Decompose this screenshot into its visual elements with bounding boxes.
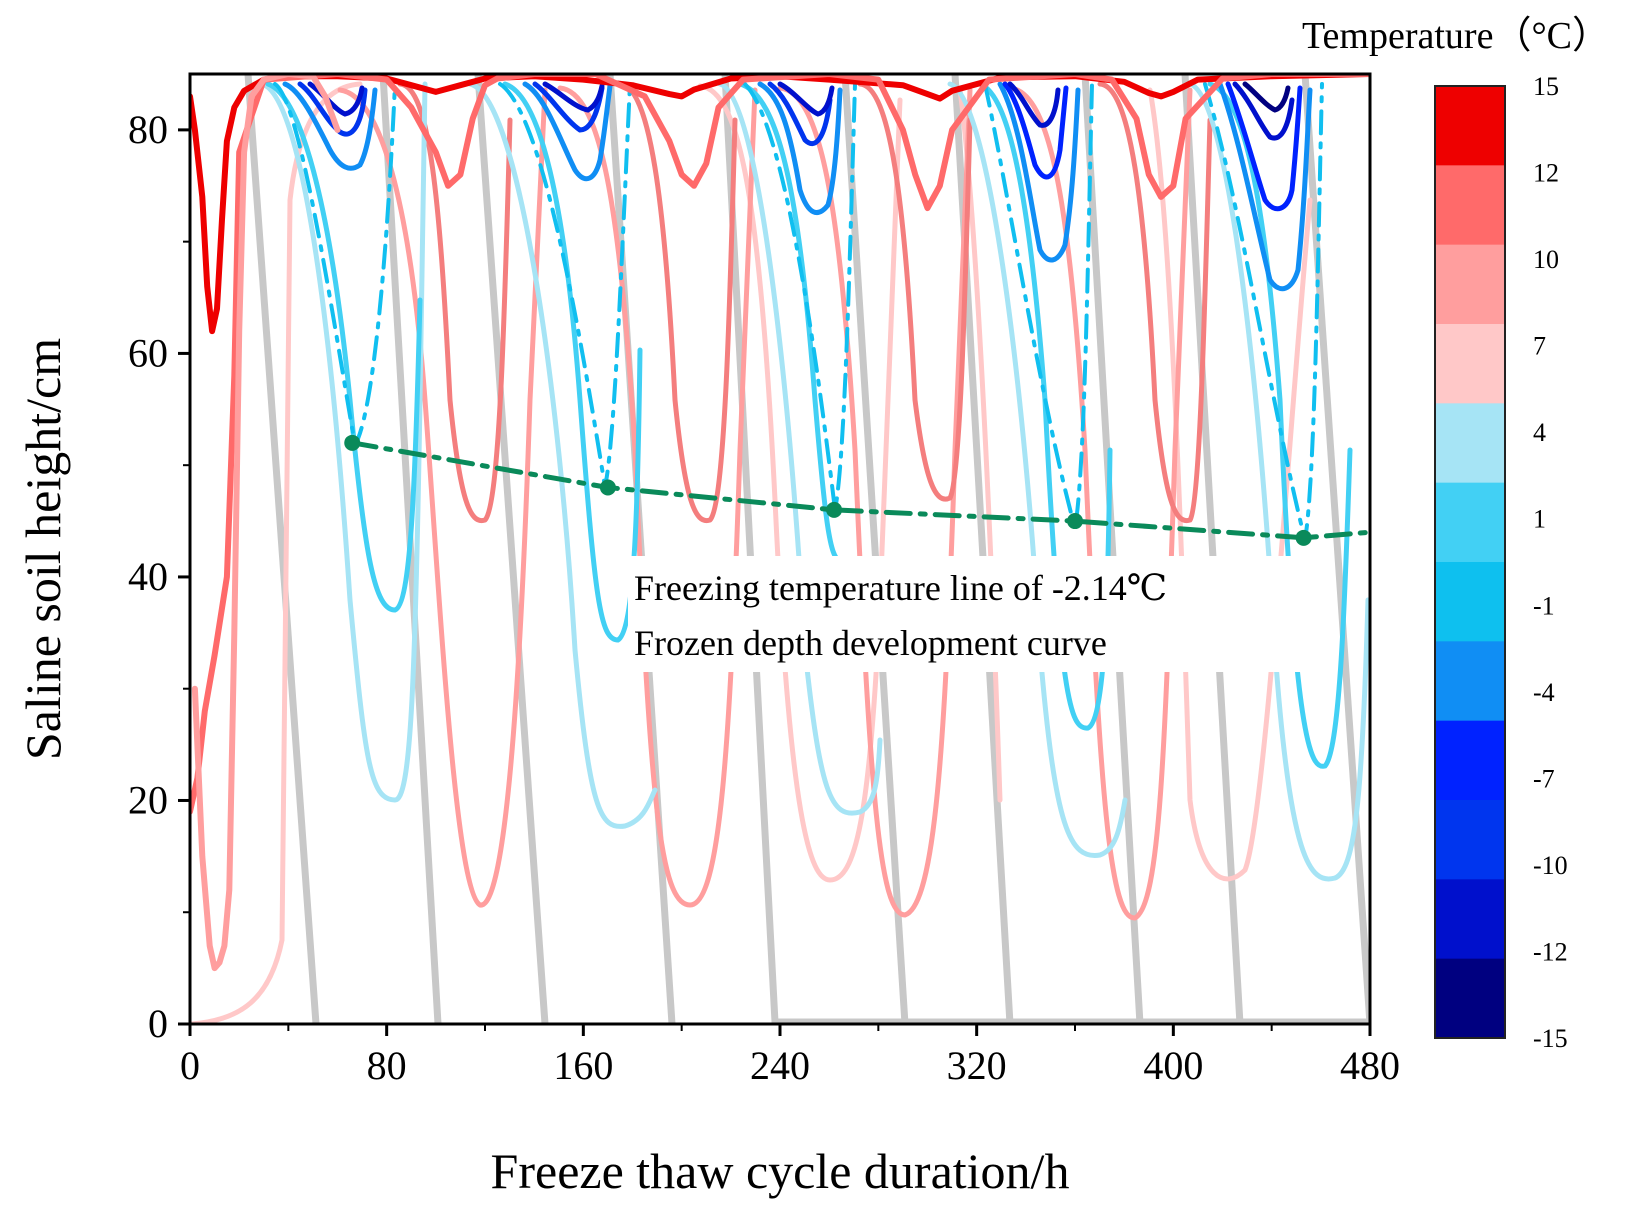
x-tick-label: 320 — [947, 1043, 1007, 1088]
marker-layer — [344, 434, 1312, 546]
frozen-depth-point — [826, 501, 843, 518]
colorbar-label: -10 — [1533, 851, 1568, 880]
annotation-frozen-depth: Frozen depth development curve — [634, 623, 1107, 663]
y-tick-label: 20 — [128, 777, 168, 822]
grey-isotherm — [1181, 74, 1244, 1024]
blue1-isotherm — [1207, 81, 1353, 769]
cold-isotherm — [767, 81, 833, 147]
x-tick-label: 160 — [553, 1043, 613, 1088]
colorbar-label: -12 — [1533, 937, 1568, 966]
grey-isotherm — [841, 74, 909, 1024]
colorbar-title: Temperature（°C） — [1302, 15, 1610, 57]
colorbar-segment — [1435, 800, 1505, 880]
tick-layer: 0 80 160 240 320 400 480 0 20 40 60 80 — [128, 107, 1400, 1088]
lightblue-isotherm — [259, 81, 428, 803]
cold-isotherm — [997, 81, 1081, 263]
cold-isotherm — [297, 81, 368, 137]
colorbar-label: 7 — [1533, 332, 1546, 361]
colorbar-segment — [1435, 641, 1505, 722]
annotation-freezing-line: Freezing temperature line of -2.14℃ — [634, 568, 1167, 608]
frozen-depth-point — [1067, 513, 1083, 530]
cold-isotherm — [532, 81, 605, 133]
cold-isotherm — [1225, 81, 1303, 212]
cold-isotherm — [1002, 81, 1069, 180]
blue1-isotherm — [265, 81, 423, 613]
pink-isotherm — [1147, 87, 1313, 882]
y-tick-label: 0 — [148, 1001, 168, 1046]
colorbar-segment — [1435, 165, 1505, 246]
grey-isotherm — [474, 74, 549, 1024]
x-tick-label: 240 — [750, 1043, 810, 1088]
cold-isotherm — [1217, 81, 1313, 292]
x-tick-label: 480 — [1340, 1043, 1400, 1088]
colorbar-label: 4 — [1533, 418, 1546, 447]
rose-isotherm — [397, 81, 513, 524]
colorbar-label: -1 — [1533, 591, 1555, 620]
salmon-isotherm — [337, 87, 548, 908]
contour-field — [190, 74, 1370, 1024]
cold-isotherm — [1232, 81, 1295, 141]
grey-isotherm — [244, 74, 320, 1024]
cold-isotherm — [542, 81, 605, 113]
pink-isotherm — [697, 83, 903, 883]
colorbar-frame — [1434, 85, 1506, 1039]
cold-isotherm — [777, 81, 835, 117]
salmon-isotherm — [557, 85, 758, 908]
cold-isotherm — [522, 81, 613, 182]
colorbar-segment — [1435, 244, 1505, 325]
colorbar-label: -4 — [1533, 678, 1555, 707]
y-tick-label: 60 — [128, 330, 168, 375]
colorbar-segment — [1435, 958, 1505, 1039]
grey-isotherm — [1081, 74, 1144, 1024]
x-tick-label: 400 — [1143, 1043, 1203, 1088]
frozen-depth-point — [344, 434, 361, 451]
colorbar-segment — [1435, 562, 1505, 642]
colorbar-label: 12 — [1533, 159, 1559, 188]
colorbar-segment — [1435, 482, 1505, 563]
colorbar: 15 12 10 7 4 1 -1 -4 -7 -10 -12 -15 — [1434, 72, 1568, 1053]
grey-isotherm — [1301, 74, 1370, 1024]
frozen-depth-curve — [349, 440, 1370, 541]
y-tick-label: 80 — [128, 107, 168, 152]
lightblue-isotherm — [1187, 81, 1370, 882]
colorbar-label: 10 — [1533, 245, 1559, 274]
colorbar-segment — [1435, 403, 1505, 484]
blue1-isotherm — [737, 81, 843, 563]
y-tick-label: 40 — [128, 554, 168, 599]
salmon-isotherm — [1007, 85, 1193, 921]
x-tick-label: 80 — [367, 1043, 407, 1088]
colorbar-segment — [1435, 324, 1505, 404]
colorbar-segment — [1435, 86, 1505, 166]
colorbar-label: -15 — [1533, 1024, 1568, 1053]
rose-isotherm — [617, 81, 738, 524]
annotation-box — [628, 556, 1310, 672]
cold-isotherm — [1242, 81, 1291, 113]
frozen-depth-point — [599, 479, 616, 496]
x-tick-label: 0 — [180, 1043, 200, 1088]
blue1-isotherm — [502, 81, 643, 643]
x-axis-title: Freeze thaw cycle duration/h — [491, 1143, 1070, 1199]
rose-isotherm-group — [397, 81, 1213, 524]
colorbar-segment — [1435, 879, 1505, 960]
cold-isotherm — [1007, 81, 1061, 128]
frozen-depth-point — [1295, 529, 1312, 546]
colorbar-label: 1 — [1533, 505, 1546, 534]
salmon-isotherm-group — [337, 85, 1193, 921]
y-axis-title: Saline soil height/cm — [15, 338, 71, 760]
colorbar-segment — [1435, 720, 1505, 801]
colorbar-label: 15 — [1533, 72, 1559, 101]
rose-isotherm — [1097, 81, 1213, 524]
pink-isotherm — [190, 81, 363, 1024]
cold-isotherm — [757, 81, 843, 215]
cold-isotherm — [282, 81, 378, 171]
colorbar-label: -7 — [1533, 764, 1555, 793]
rose-isotherm — [857, 81, 973, 502]
lightblue-isotherm — [467, 81, 658, 829]
